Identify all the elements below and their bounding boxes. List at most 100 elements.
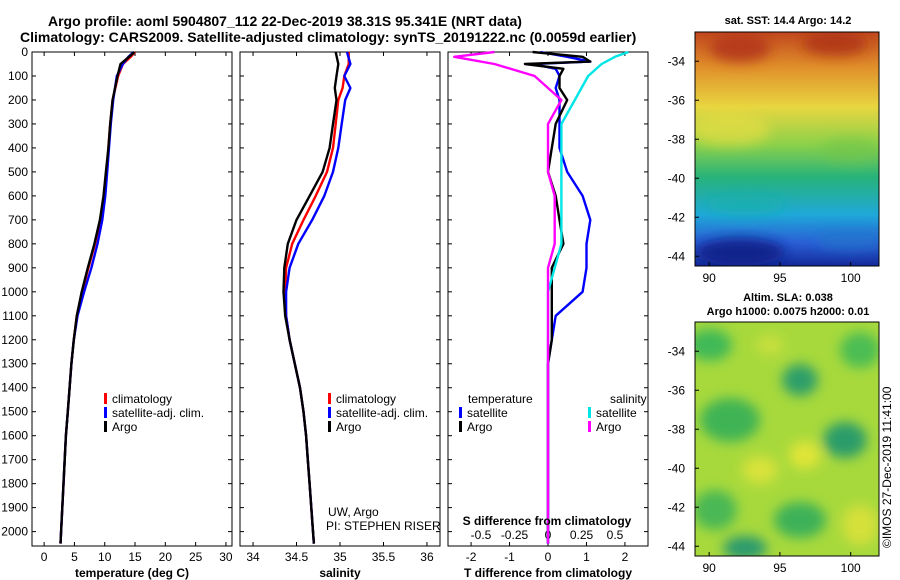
depth-tick-label: 2000 bbox=[1, 525, 28, 539]
map-x-tick-label: 100 bbox=[841, 561, 861, 575]
temperature-xlabel: temperature (deg C) bbox=[75, 566, 189, 580]
map-y-tick-label: -38 bbox=[668, 132, 686, 146]
x-tick-label: -2 bbox=[466, 550, 477, 564]
legend-label-satellite: satellite-adj. clim. bbox=[112, 406, 204, 420]
map-y-tick-label: -42 bbox=[668, 210, 686, 224]
map-x-tick-label: 90 bbox=[702, 561, 716, 575]
depth-tick-label: 1000 bbox=[1, 285, 28, 299]
depth-tick-label: 400 bbox=[8, 141, 28, 155]
difference-xlabel: T difference from climatology bbox=[464, 566, 632, 580]
sst-map-frame bbox=[694, 31, 880, 267]
legend-swatch-argo bbox=[328, 421, 331, 432]
depth-tick-label: 500 bbox=[8, 165, 28, 179]
difference-series bbox=[453, 50, 629, 544]
sst-eddies bbox=[695, 32, 879, 266]
x2-tick-label: 0.5 bbox=[607, 528, 624, 542]
salinity-panel bbox=[239, 51, 441, 547]
annotation-pi: PI: STEPHEN RISER bbox=[326, 519, 441, 533]
legend-label-argo: Argo bbox=[112, 420, 138, 434]
map-x-tick-label: 90 bbox=[702, 271, 716, 285]
sla-eddies bbox=[695, 329, 879, 556]
map-x-tick-label: 95 bbox=[773, 561, 787, 575]
x2-tick-label: -0.25 bbox=[501, 528, 529, 542]
x-tick-label: 15 bbox=[128, 550, 142, 564]
x-tick-label: 34.5 bbox=[285, 550, 309, 564]
series-climatology bbox=[59, 51, 136, 544]
x-tick-label: 0 bbox=[41, 550, 48, 564]
sla-map-subtitle: Argo h1000: 0.0075 h2000: 0.01 bbox=[707, 306, 870, 318]
depth-axis: 0 100 200 300 400 500 600 700 800 900 1000 1100 1200… bbox=[1, 45, 648, 539]
legend-swatch-t-satellite bbox=[459, 407, 462, 418]
legend-label-argo: Argo bbox=[336, 420, 362, 434]
series-satellite-adj-clim- bbox=[59, 51, 135, 544]
x-tick-label: 35 bbox=[333, 550, 347, 564]
x2-tick-label: 0.25 bbox=[570, 528, 594, 542]
legend-swatch-s-argo bbox=[588, 421, 591, 432]
x-tick-label: 34 bbox=[246, 550, 260, 564]
map-y-tick-label: -34 bbox=[668, 54, 686, 68]
legend-swatch-climatology bbox=[328, 393, 331, 404]
x-tick-label: 10 bbox=[98, 550, 112, 564]
depth-tick-label: 1900 bbox=[1, 501, 28, 515]
depth-tick-label: 200 bbox=[8, 93, 28, 107]
x-tick-label: 20 bbox=[159, 550, 173, 564]
depth-tick-label: 1200 bbox=[1, 333, 28, 347]
legend-label-climatology: climatology bbox=[336, 392, 396, 406]
depth-tick-label: 1400 bbox=[1, 381, 28, 395]
salinity-x-axis: 34 34.5 35 35.5 36 bbox=[246, 52, 434, 564]
depth-tick-label: 1700 bbox=[1, 453, 28, 467]
sst-map bbox=[695, 32, 879, 266]
series-argo bbox=[282, 51, 340, 544]
series-climatology bbox=[284, 52, 350, 544]
map-y-tick-label: -38 bbox=[668, 422, 686, 436]
legend-label-s-satellite: satellite bbox=[596, 406, 637, 420]
depth-tick-label: 900 bbox=[8, 261, 28, 275]
legend-swatch-climatology bbox=[104, 393, 107, 404]
series-s-argo bbox=[453, 50, 563, 544]
legend-swatch-s-satellite bbox=[588, 407, 591, 418]
sla-map-title: Altim. SLA: 0.038 bbox=[743, 292, 833, 304]
legend-label-t-satellite: satellite bbox=[467, 406, 508, 420]
map-y-tick-label: -40 bbox=[668, 461, 686, 475]
map-y-tick-label: -36 bbox=[668, 383, 686, 397]
depth-tick-label: 100 bbox=[8, 69, 28, 83]
legend-label-t-argo: Argo bbox=[467, 420, 493, 434]
sst-map-title: sat. SST: 14.4 Argo: 14.2 bbox=[725, 15, 852, 27]
legend-title-salinity: salinity bbox=[610, 392, 647, 406]
depth-tick-label: 300 bbox=[8, 117, 28, 131]
depth-tick-label: 0 bbox=[21, 45, 28, 59]
salinity-legend: climatology satellite-adj. clim. Argo UW… bbox=[326, 392, 441, 533]
sst-map-axes: 90 95 100 -34 -36 -38 -40 -42 -44 bbox=[668, 54, 861, 285]
map-y-tick-label: -36 bbox=[668, 93, 686, 107]
map-x-tick-label: 95 bbox=[773, 271, 787, 285]
depth-tick-label: 1800 bbox=[1, 477, 28, 491]
legend-label-satellite: satellite-adj. clim. bbox=[336, 406, 428, 420]
map-y-tick-label: -44 bbox=[668, 539, 686, 553]
x-tick-label: 36 bbox=[420, 550, 434, 564]
depth-tick-label: 1100 bbox=[2, 309, 28, 323]
x-tick-label: 5 bbox=[71, 550, 78, 564]
map-x-tick-label: 100 bbox=[841, 271, 861, 285]
legend-swatch-satellite bbox=[328, 407, 331, 418]
x-tick-label: -1 bbox=[504, 550, 515, 564]
x-tick-label: 30 bbox=[219, 550, 233, 564]
x-tick-label: 1 bbox=[583, 550, 590, 564]
annotation-institution: UW, Argo bbox=[328, 505, 379, 519]
sla-map-axes: 90 95 100 -34 -36 -38 -40 -42 -44 bbox=[668, 344, 861, 575]
map-y-tick-label: -34 bbox=[668, 344, 686, 358]
map-y-tick-label: -44 bbox=[668, 249, 686, 263]
x-tick-label: 35.5 bbox=[372, 550, 396, 564]
map-y-tick-label: -40 bbox=[668, 171, 686, 185]
legend-swatch-t-argo bbox=[459, 421, 462, 432]
salinity-series bbox=[282, 51, 352, 544]
sla-map bbox=[695, 322, 879, 556]
x-tick-label: 0 bbox=[545, 550, 552, 564]
salinity-difference-xlabel: S difference from climatology bbox=[463, 514, 632, 528]
map-y-tick-label: -42 bbox=[668, 500, 686, 514]
temperature-series bbox=[59, 51, 136, 544]
legend-title-temperature: temperature bbox=[468, 392, 533, 406]
difference-legend: temperature satellite Argo salinity sate… bbox=[459, 392, 647, 434]
depth-tick-label: 600 bbox=[8, 189, 28, 203]
legend-swatch-argo bbox=[104, 421, 107, 432]
